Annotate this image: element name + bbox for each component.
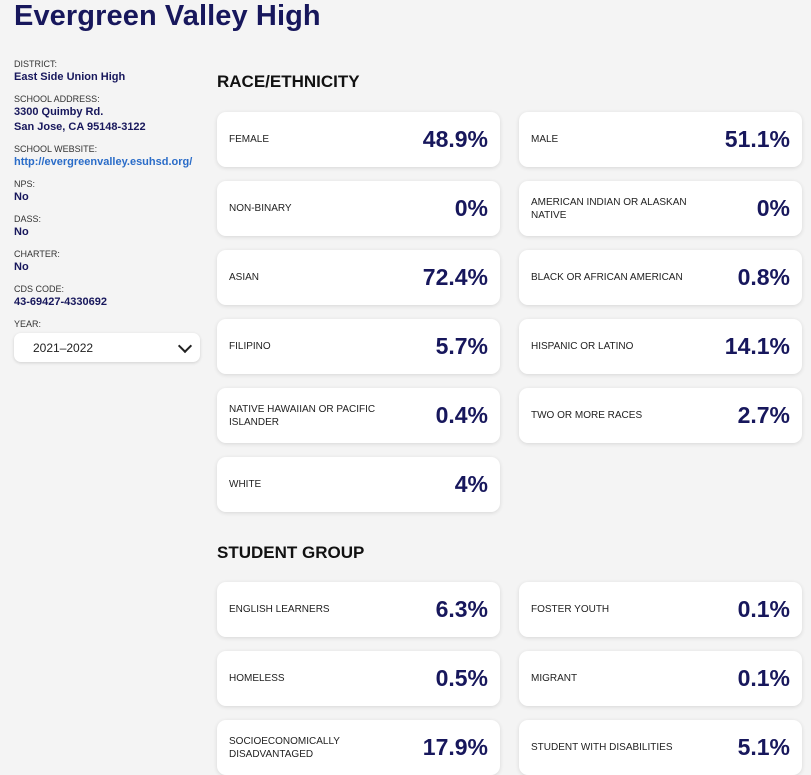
stat-card-white: WHITE 4% bbox=[217, 457, 500, 512]
stat-value: 14.1% bbox=[724, 333, 790, 359]
address-line-2: San Jose, CA 95148-3122 bbox=[14, 121, 146, 133]
stat-value: 0.8% bbox=[737, 264, 790, 290]
district-value: East Side Union High bbox=[14, 71, 126, 83]
address-label: SCHOOL ADDRESS: bbox=[14, 94, 100, 104]
chevron-down-icon bbox=[177, 338, 193, 353]
year-select-value: 2021–2022 bbox=[33, 340, 94, 355]
student-group-heading: STUDENT GROUP bbox=[217, 543, 365, 562]
dass-label: DASS: bbox=[14, 214, 42, 224]
stat-card-non-binary: NON-BINARY 0% bbox=[217, 181, 500, 236]
dass-value: No bbox=[14, 226, 29, 238]
year-label: YEAR: bbox=[14, 319, 42, 329]
stat-value: 0.1% bbox=[737, 596, 790, 622]
school-info-sidebar: DISTRICT: East Side Union High SCHOOL AD… bbox=[14, 59, 204, 362]
stat-value: 0.5% bbox=[435, 665, 488, 691]
stat-label: ENGLISH LEARNERS bbox=[229, 604, 330, 615]
stat-value: 51.1% bbox=[724, 126, 790, 152]
stat-label: MIGRANT bbox=[531, 673, 578, 684]
stat-label: FILIPINO bbox=[229, 341, 271, 352]
stat-card-two-or-more: TWO OR MORE RACES 2.7% bbox=[519, 388, 802, 443]
stat-label: SOCIOECONOMICALLY DISADVANTAGED bbox=[229, 735, 340, 760]
stat-label: AMERICAN INDIAN OR ALASKAN NATIVE bbox=[531, 196, 687, 221]
stat-card-socioeconomically-disadvantaged: SOCIOECONOMICALLY DISADVANTAGED 17.9% bbox=[217, 720, 500, 775]
cds-code-value: 43-69427-4330692 bbox=[14, 296, 107, 308]
stat-label: ASIAN bbox=[229, 272, 260, 283]
page-title: Evergreen Valley High bbox=[14, 0, 321, 32]
stat-label: FEMALE bbox=[229, 134, 270, 145]
charter-value: No bbox=[14, 261, 29, 273]
stat-value: 0.1% bbox=[737, 665, 790, 691]
website-label: SCHOOL WEBSITE: bbox=[14, 144, 98, 154]
stat-label: HISPANIC OR LATINO bbox=[531, 341, 634, 352]
stat-value: 48.9% bbox=[422, 126, 488, 152]
stat-label: NATIVE HAWAIIAN OR PACIFIC ISLANDER bbox=[229, 403, 376, 428]
stat-value: 0% bbox=[756, 195, 790, 221]
nps-value: No bbox=[14, 191, 29, 203]
website-link[interactable]: http://evergreenvalley.esuhsd.org/ bbox=[14, 156, 193, 168]
stat-value: 6.3% bbox=[435, 596, 488, 622]
stat-value: 4% bbox=[454, 471, 488, 497]
stat-card-filipino: FILIPINO 5.7% bbox=[217, 319, 500, 374]
stat-card-american-indian: AMERICAN INDIAN OR ALASKAN NATIVE 0% bbox=[519, 181, 802, 236]
stat-card-homeless: HOMELESS 0.5% bbox=[217, 651, 500, 706]
year-select[interactable]: 2021–2022 bbox=[14, 333, 200, 362]
stat-card-disabilities: STUDENT WITH DISABILITIES 5.1% bbox=[519, 720, 802, 775]
stat-card-black: BLACK OR AFRICAN AMERICAN 0.8% bbox=[519, 250, 802, 305]
stat-card-migrant: MIGRANT 0.1% bbox=[519, 651, 802, 706]
address-value: 3300 Quimby Rd. San Jose, CA 95148-3122 bbox=[14, 105, 204, 135]
stat-value: 17.9% bbox=[422, 734, 488, 760]
stat-label: MALE bbox=[531, 134, 559, 145]
stat-card-pacific-islander: NATIVE HAWAIIAN OR PACIFIC ISLANDER 0.4% bbox=[217, 388, 500, 443]
stat-card-english-learners: ENGLISH LEARNERS 6.3% bbox=[217, 582, 500, 637]
stat-card-hispanic: HISPANIC OR LATINO 14.1% bbox=[519, 319, 802, 374]
stat-card-asian: ASIAN 72.4% bbox=[217, 250, 500, 305]
stat-label: NON-BINARY bbox=[229, 203, 292, 214]
stat-card-foster-youth: FOSTER YOUTH 0.1% bbox=[519, 582, 802, 637]
charter-label: CHARTER: bbox=[14, 249, 60, 259]
stat-label: WHITE bbox=[229, 479, 262, 490]
cds-code-label: CDS CODE: bbox=[14, 284, 65, 294]
stat-label: TWO OR MORE RACES bbox=[531, 410, 643, 421]
stat-value: 5.1% bbox=[737, 734, 790, 760]
stat-label: FOSTER YOUTH bbox=[531, 604, 610, 615]
stat-value: 0% bbox=[454, 195, 488, 221]
race-ethnicity-heading: RACE/ETHNICITY bbox=[217, 72, 360, 91]
nps-label: NPS: bbox=[14, 179, 36, 189]
district-label: DISTRICT: bbox=[14, 59, 58, 69]
stat-value: 72.4% bbox=[422, 264, 488, 290]
stat-value: 2.7% bbox=[737, 402, 790, 428]
stat-value: 0.4% bbox=[435, 402, 488, 428]
stat-label: STUDENT WITH DISABILITIES bbox=[531, 742, 673, 753]
address-line-1: 3300 Quimby Rd. bbox=[14, 106, 104, 118]
stat-card-female: FEMALE 48.9% bbox=[217, 112, 500, 167]
stat-card-male: MALE 51.1% bbox=[519, 112, 802, 167]
stat-value: 5.7% bbox=[435, 333, 488, 359]
stat-label: BLACK OR AFRICAN AMERICAN bbox=[531, 272, 683, 283]
stat-label: HOMELESS bbox=[229, 673, 285, 684]
